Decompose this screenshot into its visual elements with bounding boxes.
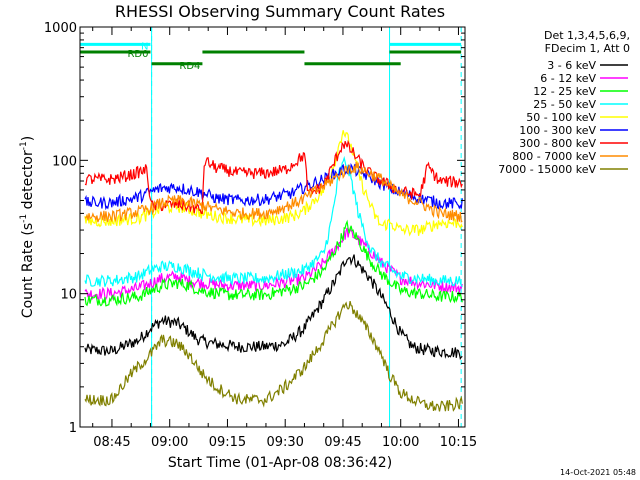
series-lines	[84, 130, 463, 412]
y-tick-label-2: 100	[52, 154, 77, 169]
series-line-8	[84, 300, 463, 412]
legend-label-7: 800 - 7000 keV	[512, 150, 596, 163]
x-tick-label-5: 10:00	[382, 435, 419, 450]
legend-label-8: 7000 - 15000 keV	[498, 163, 596, 176]
legend-header-line-1: Det 1,3,4,5,6,9,	[544, 29, 630, 42]
y-label-main: Count Rate (s	[20, 223, 36, 318]
plot-frame	[79, 26, 466, 428]
x-axis-ticks: 08:45 09:00 09:15 09:30 09:45 10:00 10:15	[92, 27, 477, 450]
x-tick-label-2: 09:15	[209, 435, 246, 450]
generation-timestamp: 14-Oct-2021 05:48	[560, 468, 636, 477]
x-tick-label-0: 08:45	[93, 435, 130, 450]
y-axis-label: Count Rate (s-1 detector-1)	[19, 136, 36, 318]
legend-label-5: 100 - 300 keV	[519, 124, 596, 137]
legend-label-0: 3 - 6 keV	[547, 59, 596, 72]
series-line-0	[84, 254, 463, 360]
series-line-5	[84, 162, 463, 211]
series-line-2	[84, 219, 463, 307]
legend-label-4: 50 - 100 keV	[526, 111, 596, 124]
x-tick-label-4: 09:45	[324, 435, 361, 450]
y-label-sup1: -1	[19, 214, 29, 223]
legend-header-line-2: FDecim 1, Att 0	[545, 42, 630, 55]
legend: Det 1,3,4,5,6,9, FDecim 1, Att 0 3 - 6 k…	[498, 29, 630, 176]
y-label-mid: detector	[20, 150, 36, 214]
y-tick-label-1: 10	[60, 288, 77, 303]
chart-title: RHESSI Observing Summary Count Rates	[115, 2, 445, 21]
legend-label-3: 25 - 50 keV	[533, 98, 596, 111]
flag-rd0-label: RD0	[127, 49, 148, 60]
series-line-7	[84, 162, 463, 223]
x-tick-label-1: 09:00	[151, 435, 188, 450]
series-line-3	[84, 155, 463, 288]
y-axis-ticks: 1 10 100 1000	[44, 21, 465, 436]
y-label-end: )	[20, 136, 36, 141]
saa-markers	[151, 27, 462, 427]
legend-label-6: 300 - 800 keV	[519, 137, 596, 150]
x-axis-label: Start Time (01-Apr-08 08:36:42)	[168, 455, 392, 471]
x-tick-label-6: 10:15	[440, 435, 477, 450]
y-tick-label-3: 1000	[44, 21, 77, 36]
x-tick-label-3: 09:30	[266, 435, 303, 450]
flag-rd4-label: RD4	[179, 61, 200, 72]
legend-label-2: 12 - 25 keV	[533, 85, 596, 98]
y-tick-label-0: 1	[69, 421, 77, 436]
y-label-sup2: -1	[19, 141, 29, 150]
flag-n-label: N	[141, 41, 148, 52]
legend-label-1: 6 - 12 keV	[540, 72, 596, 85]
